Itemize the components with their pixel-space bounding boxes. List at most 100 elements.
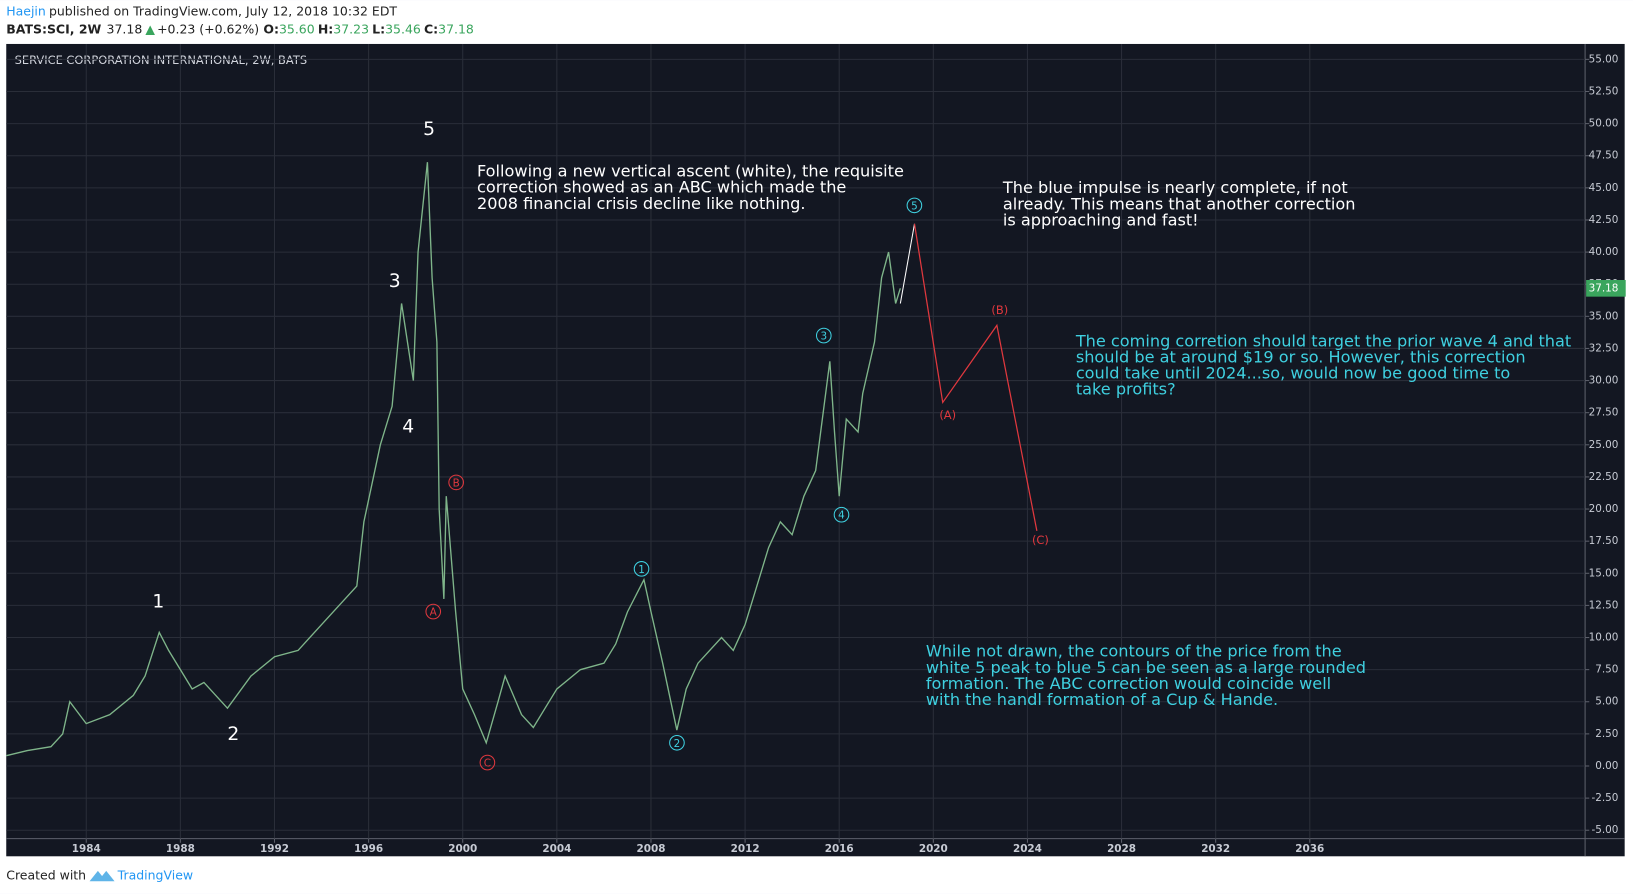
wave-circle (669, 734, 685, 751)
annotation: take profits? (1076, 380, 1176, 399)
annotation: should be at around $19 or so. However, … (1076, 347, 1526, 366)
y-tick-label: 52.50 (1589, 85, 1619, 97)
annotation: The blue impulse is nearly complete, if … (1002, 178, 1348, 197)
y-tick-label: 42.50 (1589, 214, 1619, 226)
y-tick-label: 40.00 (1589, 246, 1619, 258)
y-tick-label: -2.50 (1591, 792, 1618, 804)
last-price-label: 37.18 (1589, 282, 1619, 294)
wave-label: (C) (1032, 533, 1049, 547)
l: 35.46 (385, 21, 421, 36)
annotation: Following a new vertical ascent (white),… (477, 162, 904, 181)
wave-label: 5 (423, 119, 435, 140)
wave-label: 2 (227, 724, 239, 745)
wave-circle (906, 197, 923, 214)
wave-circle (833, 506, 850, 523)
wave-label: 3 (820, 331, 827, 343)
chart-bg (6, 43, 1625, 857)
brand[interactable]: TradingView (117, 868, 193, 883)
wave-label: 3 (389, 271, 401, 292)
x-tick-label: 2000 (448, 843, 477, 855)
author[interactable]: Haejin (6, 3, 46, 18)
price: 37.18 (107, 21, 143, 36)
y-tick-label: 0.00 (1595, 760, 1618, 772)
y-tick-label: 30.00 (1589, 375, 1619, 387)
wave-label: C (484, 758, 491, 770)
y-tick-label: 22.50 (1589, 471, 1619, 483)
wave-label: 2 (674, 738, 681, 750)
x-tick-label: 2028 (1107, 843, 1136, 855)
h: 37.23 (333, 21, 369, 36)
y-tick-label: 45.00 (1589, 182, 1619, 194)
wave-label: 4 (402, 417, 414, 438)
y-tick-label: 5.00 (1595, 696, 1618, 708)
x-tick-label: 2004 (542, 843, 571, 855)
wave-circle (448, 474, 464, 491)
x-tick-label: 1988 (166, 843, 195, 855)
wave-label: 5 (911, 200, 918, 212)
y-tick-label: 10.00 (1589, 632, 1619, 644)
y-tick-label: 27.50 (1589, 407, 1619, 419)
x-tick-label: 2036 (1295, 843, 1324, 855)
y-tick-label: 2.50 (1595, 728, 1618, 740)
wave-circle (815, 327, 832, 344)
x-tick-label: 2032 (1201, 843, 1230, 855)
l-label: L: (372, 21, 385, 36)
price-line (6, 162, 901, 757)
wave-circle (633, 561, 650, 577)
y-tick-label: 17.50 (1589, 535, 1619, 547)
chart-title: SERVICE CORPORATION INTERNATIONAL, 2W, B… (15, 53, 308, 67)
x-tick-label: 1996 (354, 843, 383, 855)
quote-line: BATS:SCI, 2W 37.18 ▲ +0.23 (+0.62%) O:35.60 H… (6, 21, 474, 36)
logo (89, 870, 115, 882)
annotation: correction showed as an ABC which made t… (477, 178, 846, 197)
y-tick-label: 25.00 (1589, 439, 1619, 451)
wave-label: (A) (939, 408, 956, 422)
x-tick-label: 1992 (260, 843, 289, 855)
publish-line: Haejin published on TradingView.com, July… (6, 3, 397, 18)
wave-label: 4 (838, 510, 845, 522)
y-tick-label: 47.50 (1589, 150, 1619, 162)
symbol: BATS:SCI, 2W (6, 21, 101, 36)
y-tick-label: 55.00 (1589, 53, 1619, 65)
annotation: formation. The ABC correction would coin… (926, 674, 1331, 693)
wave-label: A (430, 607, 438, 619)
c: 37.18 (438, 21, 474, 36)
x-tick-label: 2024 (1013, 843, 1042, 855)
y-tick-label: 12.50 (1589, 599, 1619, 611)
annotation: white 5 peak to blue 5 can be seen as a … (926, 658, 1366, 677)
x-tick-label: 1984 (72, 843, 101, 855)
footer: Created with TradingView (6, 868, 193, 883)
y-tick-label: 20.00 (1589, 503, 1619, 515)
annotation: 2008 financial crisis decline like nothi… (477, 194, 806, 213)
y-tick-label: 32.50 (1589, 342, 1619, 354)
y-tick-label: -5.00 (1591, 824, 1618, 836)
projection-line (913, 223, 1038, 531)
last-price-tag (1586, 279, 1626, 297)
y-tick-label: 35.00 (1589, 310, 1619, 322)
annotation: is approaching and fast! (1003, 211, 1199, 230)
wave-label: 1 (638, 564, 645, 576)
arrow: ▲ (145, 21, 155, 36)
x-tick-label: 2016 (825, 843, 854, 855)
y-tick-label: 50.00 (1589, 118, 1619, 130)
annotation: with the handl formation of a Cup & Hand… (926, 690, 1278, 709)
annotation: The coming corretion should target the p… (1075, 331, 1571, 350)
o-label: O: (263, 21, 279, 36)
x-tick-label: 2008 (636, 843, 665, 855)
wave-label: 1 (152, 592, 164, 613)
annotation: could take until 2024...so, would now be… (1076, 364, 1510, 383)
x-tick-label: 2012 (731, 843, 760, 855)
impulse-line (899, 223, 916, 304)
o: 35.60 (279, 21, 315, 36)
created-with: Created with (6, 868, 86, 883)
published: published on TradingView.com, July 12, 2… (49, 3, 397, 18)
y-tick-label: 7.50 (1595, 664, 1618, 676)
annotation: already. This means that another correct… (1003, 194, 1356, 213)
wave-label: B (453, 477, 460, 489)
x-tick-label: 2020 (919, 843, 948, 855)
wave-circle (479, 754, 496, 771)
y-tick-label: 15.00 (1589, 567, 1619, 579)
h-label: H: (318, 21, 333, 36)
